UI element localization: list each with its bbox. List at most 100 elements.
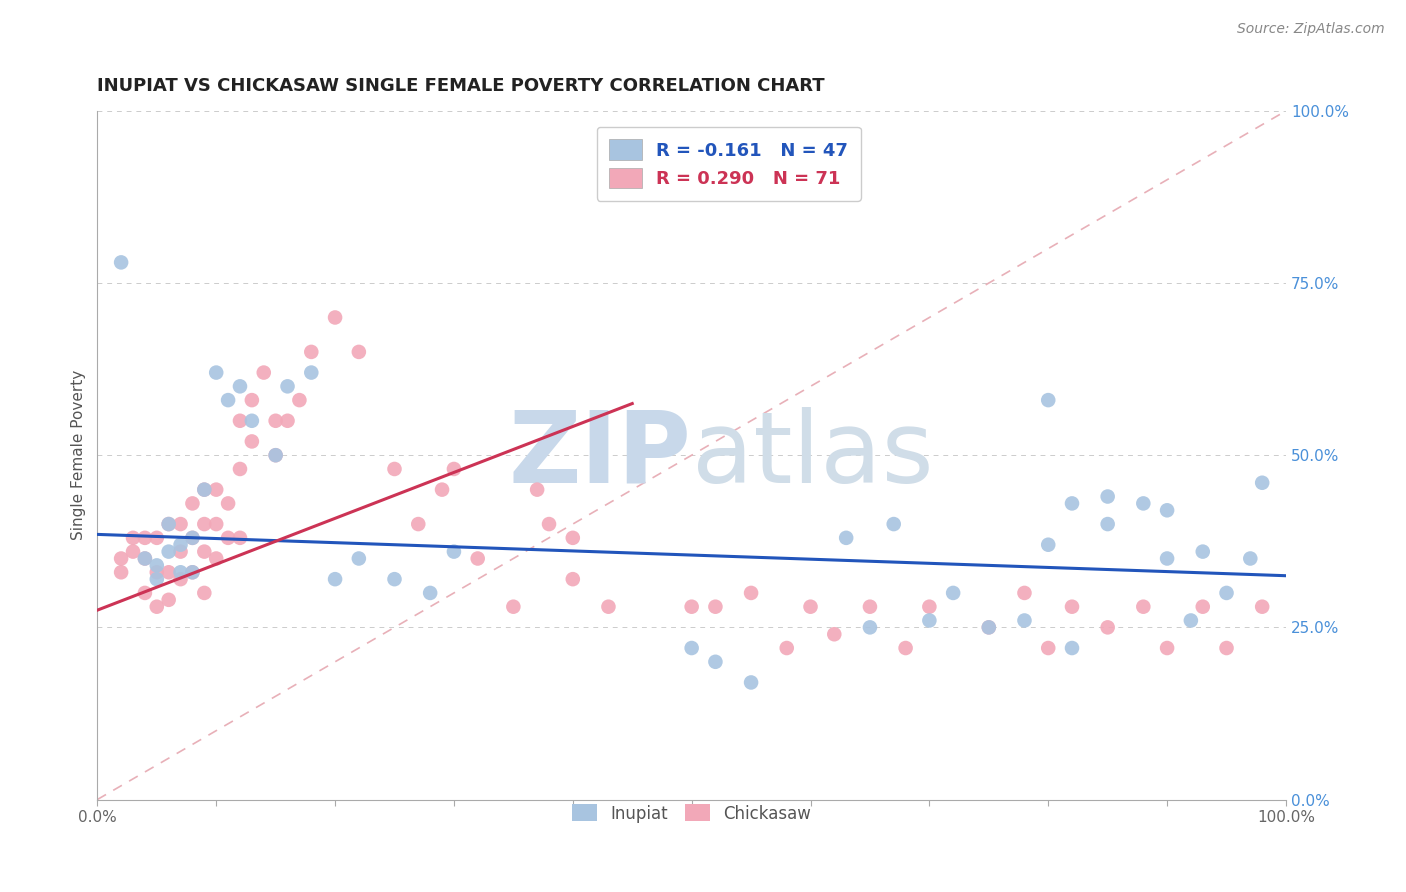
Text: Source: ZipAtlas.com: Source: ZipAtlas.com bbox=[1237, 22, 1385, 37]
Point bbox=[443, 462, 465, 476]
Point bbox=[157, 592, 180, 607]
Point bbox=[419, 586, 441, 600]
Point bbox=[122, 531, 145, 545]
Point bbox=[859, 620, 882, 634]
Point bbox=[681, 640, 703, 655]
Text: INUPIAT VS CHICKASAW SINGLE FEMALE POVERTY CORRELATION CHART: INUPIAT VS CHICKASAW SINGLE FEMALE POVER… bbox=[97, 78, 825, 95]
Point bbox=[169, 544, 191, 558]
Point bbox=[110, 255, 132, 269]
Point bbox=[299, 345, 322, 359]
Point bbox=[157, 544, 180, 558]
Point bbox=[1156, 503, 1178, 517]
Point bbox=[1215, 640, 1237, 655]
Point bbox=[740, 675, 762, 690]
Point bbox=[205, 551, 228, 566]
Point bbox=[146, 599, 169, 614]
Point bbox=[384, 572, 406, 586]
Point bbox=[1038, 393, 1060, 408]
Point bbox=[1014, 586, 1036, 600]
Point bbox=[229, 462, 252, 476]
Point bbox=[217, 531, 239, 545]
Point bbox=[134, 531, 156, 545]
Point bbox=[110, 566, 132, 580]
Point bbox=[264, 414, 287, 428]
Point bbox=[894, 640, 917, 655]
Point bbox=[704, 655, 727, 669]
Point bbox=[859, 599, 882, 614]
Point bbox=[347, 551, 370, 566]
Point bbox=[1251, 475, 1274, 490]
Point bbox=[277, 414, 299, 428]
Point bbox=[561, 572, 583, 586]
Point bbox=[169, 517, 191, 532]
Point bbox=[406, 517, 429, 532]
Legend: Inupiat, Chickasaw: Inupiat, Chickasaw bbox=[562, 795, 821, 832]
Point bbox=[181, 496, 204, 510]
Point bbox=[1097, 620, 1119, 634]
Point bbox=[918, 614, 941, 628]
Point bbox=[240, 393, 263, 408]
Point bbox=[181, 566, 204, 580]
Point bbox=[205, 483, 228, 497]
Point bbox=[157, 517, 180, 532]
Point bbox=[1191, 544, 1213, 558]
Point bbox=[1191, 599, 1213, 614]
Point bbox=[1038, 538, 1060, 552]
Point bbox=[526, 483, 548, 497]
Point bbox=[193, 586, 215, 600]
Point bbox=[157, 566, 180, 580]
Point bbox=[918, 599, 941, 614]
Point bbox=[157, 517, 180, 532]
Point bbox=[240, 414, 263, 428]
Point bbox=[205, 366, 228, 380]
Point bbox=[1038, 640, 1060, 655]
Point bbox=[288, 393, 311, 408]
Point bbox=[799, 599, 821, 614]
Point bbox=[264, 448, 287, 462]
Point bbox=[229, 379, 252, 393]
Point bbox=[1014, 614, 1036, 628]
Point bbox=[977, 620, 1000, 634]
Y-axis label: Single Female Poverty: Single Female Poverty bbox=[72, 370, 86, 541]
Point bbox=[1156, 640, 1178, 655]
Point bbox=[537, 517, 560, 532]
Point bbox=[681, 599, 703, 614]
Point bbox=[430, 483, 453, 497]
Point bbox=[217, 393, 239, 408]
Point bbox=[384, 462, 406, 476]
Point bbox=[776, 640, 799, 655]
Point bbox=[134, 586, 156, 600]
Text: ZIP: ZIP bbox=[509, 407, 692, 504]
Point bbox=[1251, 599, 1274, 614]
Point bbox=[1180, 614, 1202, 628]
Point bbox=[110, 551, 132, 566]
Point bbox=[598, 599, 620, 614]
Point bbox=[193, 517, 215, 532]
Point bbox=[146, 558, 169, 573]
Point bbox=[502, 599, 524, 614]
Point bbox=[146, 566, 169, 580]
Point bbox=[1060, 599, 1083, 614]
Point bbox=[181, 566, 204, 580]
Point bbox=[561, 531, 583, 545]
Point bbox=[240, 434, 263, 449]
Point bbox=[169, 538, 191, 552]
Point bbox=[347, 345, 370, 359]
Point bbox=[253, 366, 276, 380]
Point bbox=[1060, 496, 1083, 510]
Point bbox=[977, 620, 1000, 634]
Point bbox=[1097, 490, 1119, 504]
Point bbox=[193, 483, 215, 497]
Point bbox=[134, 551, 156, 566]
Point bbox=[122, 544, 145, 558]
Point bbox=[323, 572, 346, 586]
Point bbox=[277, 379, 299, 393]
Point bbox=[193, 544, 215, 558]
Point bbox=[229, 531, 252, 545]
Point bbox=[1132, 496, 1154, 510]
Point bbox=[1132, 599, 1154, 614]
Point bbox=[134, 551, 156, 566]
Text: atlas: atlas bbox=[692, 407, 934, 504]
Point bbox=[217, 496, 239, 510]
Point bbox=[205, 517, 228, 532]
